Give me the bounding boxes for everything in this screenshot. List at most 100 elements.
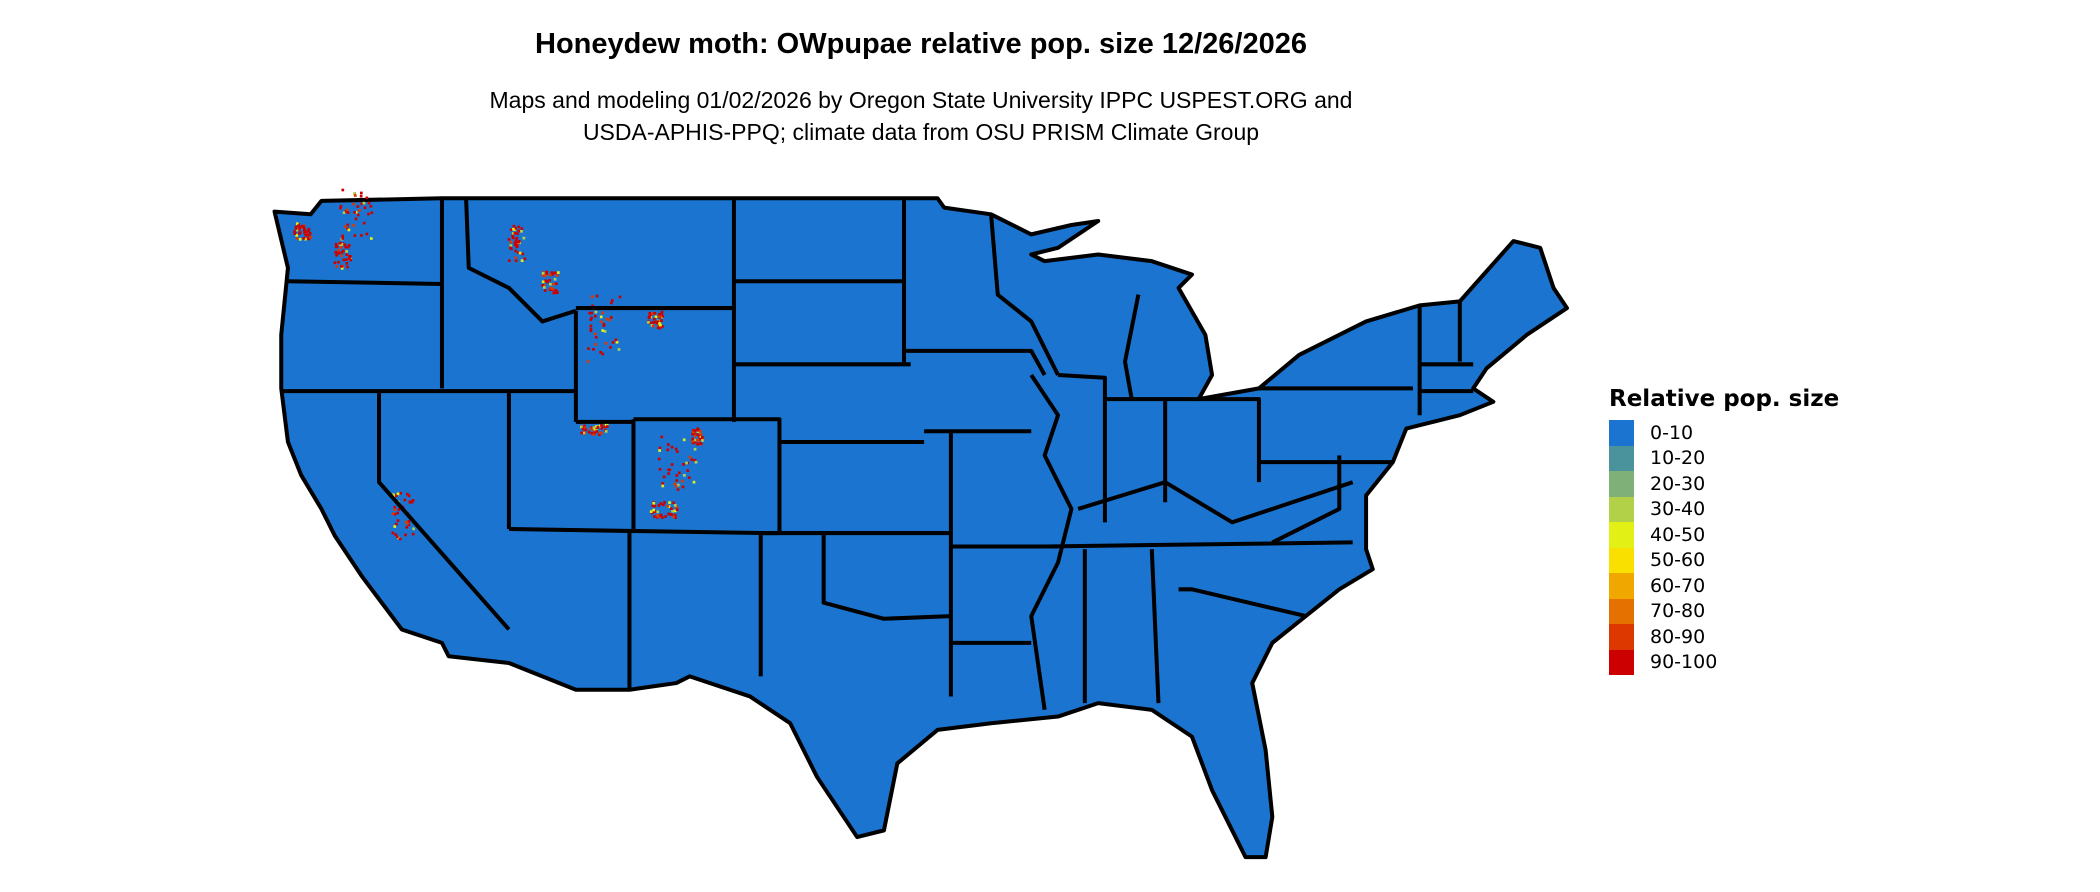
legend-swatch bbox=[1609, 547, 1634, 573]
hotspot-pixel bbox=[363, 206, 367, 210]
legend-item: 70-80 bbox=[1609, 598, 1839, 624]
hotspot-pixel bbox=[676, 488, 680, 491]
hotspot-pixel bbox=[615, 340, 619, 344]
hotspot-pixel bbox=[399, 491, 403, 495]
hotspot-pixel bbox=[670, 463, 674, 466]
legend-items: 0-10 10-20 20-30 30-40 40-50 50-60 60-70 70-80 8… bbox=[1609, 420, 1839, 675]
hotspot-pixel bbox=[586, 360, 590, 363]
hotspot-pixel bbox=[337, 249, 340, 252]
hotspot-pixel bbox=[658, 312, 662, 316]
legend-label: 90-100 bbox=[1650, 651, 1718, 674]
hotspot-pixel bbox=[346, 265, 349, 269]
hotspot-pixel bbox=[393, 506, 397, 509]
hotspot-pixel bbox=[509, 228, 513, 232]
hotspot-pixel bbox=[693, 441, 696, 444]
hotspot-pixel bbox=[661, 482, 665, 485]
hotspot-pixel bbox=[656, 510, 659, 514]
hotspot-pixel bbox=[544, 279, 547, 283]
hotspot-pixel bbox=[660, 435, 664, 439]
hotspot-pixel bbox=[514, 241, 518, 245]
hotspot-pixel bbox=[685, 461, 688, 465]
hotspot-pixel bbox=[598, 431, 602, 435]
hotspot-pixel bbox=[515, 244, 519, 247]
hotspot-pixel bbox=[601, 311, 605, 315]
legend-item: 50-60 bbox=[1609, 547, 1839, 573]
hotspot-pixel bbox=[334, 242, 338, 246]
hotspot-pixel bbox=[617, 348, 621, 351]
hotspot-pixel bbox=[618, 295, 622, 299]
hotspot-pixel bbox=[348, 257, 351, 260]
hotspot-pixel bbox=[652, 501, 656, 505]
hotspot-pixel bbox=[664, 515, 667, 518]
hotspot-pixel bbox=[394, 533, 398, 536]
hotspot-pixel bbox=[360, 234, 363, 237]
hotspot-pixel bbox=[670, 513, 673, 517]
hotspot-pixel bbox=[298, 238, 302, 241]
hotspot-pixel bbox=[673, 513, 677, 517]
legend-label: 40-50 bbox=[1650, 523, 1706, 546]
hotspot-pixel bbox=[551, 287, 555, 291]
hotspot-pixel bbox=[513, 243, 517, 247]
hotspot-pixel bbox=[294, 225, 298, 229]
hotspot-pixel bbox=[346, 245, 350, 249]
hotspot-pixel bbox=[587, 430, 591, 434]
hotspot-pixel bbox=[593, 431, 597, 435]
legend-swatch bbox=[1609, 420, 1634, 446]
hotspot-pixel bbox=[298, 232, 301, 235]
hotspot-pixel bbox=[392, 494, 396, 498]
hotspot-pixel bbox=[405, 492, 409, 496]
hotspot-pixel bbox=[696, 428, 699, 432]
hotspot-pixel bbox=[344, 245, 348, 249]
hotspot-pixel bbox=[347, 228, 351, 232]
hotspot-pixel bbox=[650, 511, 654, 515]
hotspot-pixel bbox=[543, 274, 547, 278]
hotspot-pixel bbox=[369, 237, 373, 240]
hotspot-pixel bbox=[594, 310, 598, 314]
hotspot-pixel bbox=[295, 222, 299, 226]
legend-label: 20-30 bbox=[1650, 472, 1706, 495]
hotspot-pixel bbox=[555, 274, 559, 278]
hotspot-pixel bbox=[589, 327, 593, 331]
hotspot-pixel bbox=[666, 504, 670, 508]
hotspot-pixel bbox=[671, 509, 674, 513]
hotspot-pixel bbox=[365, 232, 369, 236]
hotspot-pixel bbox=[589, 427, 593, 431]
hotspot-pixel bbox=[353, 194, 357, 197]
hotspot-pixel bbox=[675, 450, 679, 453]
hotspot-pixel bbox=[656, 515, 660, 518]
hotspot-pixel bbox=[354, 217, 358, 221]
hotspot-pixel bbox=[358, 209, 361, 212]
legend-label: 60-70 bbox=[1650, 574, 1706, 597]
hotspot-pixel bbox=[690, 458, 694, 461]
hotspot-pixel bbox=[345, 253, 349, 256]
hotspot-pixel bbox=[545, 270, 549, 274]
hotspot-pixel bbox=[691, 432, 694, 436]
hotspot-pixel bbox=[395, 535, 399, 539]
hotspot-pixel bbox=[655, 321, 659, 324]
hotspot-pixel bbox=[343, 243, 347, 247]
hotspot-pixel bbox=[611, 341, 615, 344]
hotspot-pixel bbox=[553, 271, 557, 275]
hotspot-pixel bbox=[507, 238, 511, 241]
hotspot-pixel bbox=[681, 479, 684, 483]
hotspot-pixel bbox=[515, 245, 519, 249]
hotspot-pixel bbox=[341, 249, 345, 253]
hotspot-pixel bbox=[298, 226, 301, 229]
hotspot-pixel bbox=[362, 221, 366, 225]
hotspot-pixel bbox=[302, 237, 306, 240]
hotspot-pixel bbox=[396, 511, 400, 515]
hotspot-pixel bbox=[653, 311, 656, 315]
hotspot-pixel bbox=[590, 432, 594, 435]
hotspot-pixel bbox=[517, 229, 520, 233]
hotspot-pixel bbox=[658, 449, 661, 452]
hotspot-pixel bbox=[517, 240, 520, 244]
hotspot-pixel bbox=[337, 260, 340, 264]
hotspot-pixel bbox=[333, 261, 337, 265]
hotspot-pixel bbox=[653, 515, 656, 518]
hotspot-pixel bbox=[541, 271, 545, 275]
hotspot-pixel bbox=[512, 224, 516, 228]
hotspot-pixel bbox=[337, 251, 340, 255]
hotspot-pixel bbox=[676, 483, 680, 487]
hotspot-pixel bbox=[595, 294, 599, 298]
hotspot-pixel bbox=[674, 516, 677, 519]
